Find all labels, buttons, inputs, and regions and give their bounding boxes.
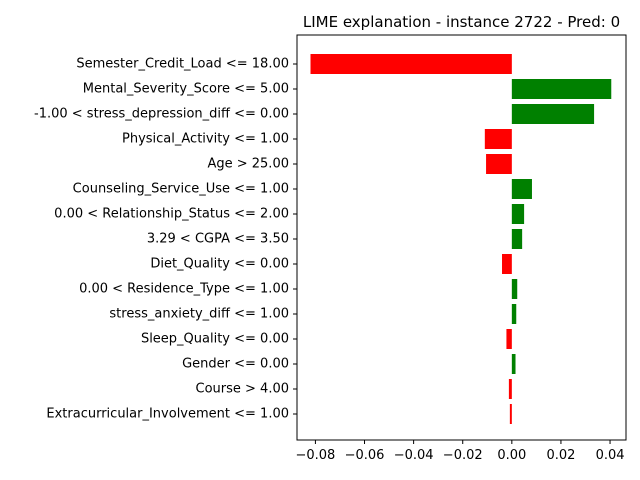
plot-frame <box>296 34 627 441</box>
bar-12 <box>511 354 516 374</box>
bar-5 <box>511 179 532 199</box>
bar-6 <box>511 204 525 224</box>
bar-0 <box>310 54 512 74</box>
bar-13 <box>508 379 512 399</box>
y-tick-label-1: Mental_Severity_Score <= 5.00 <box>83 82 289 97</box>
bar-2 <box>511 104 595 124</box>
bars-layer <box>310 54 612 424</box>
x-tick-label-5: 0.02 <box>546 448 575 463</box>
x-tick-label-6: 0.04 <box>596 448 625 463</box>
y-tick-label-10: stress_anxiety_diff <= 1.00 <box>109 307 289 322</box>
y-tick-label-3: Physical_Activity <= 1.00 <box>122 132 289 147</box>
x-tick-label-4: 0.00 <box>497 448 526 463</box>
bar-4 <box>486 154 512 174</box>
y-tick-label-2: -1.00 < stress_depression_diff <= 0.00 <box>34 107 289 122</box>
y-tick-label-0: Semester_Credit_Load <= 18.00 <box>76 57 289 72</box>
y-tick-label-4: Age > 25.00 <box>207 157 289 172</box>
y-axis-ticks: Semester_Credit_Load <= 18.00 Mental_Seve… <box>34 57 297 422</box>
y-tick-label-7: 3.29 < CGPA <= 3.50 <box>147 232 289 247</box>
x-tick-label-1: −0.06 <box>345 448 385 463</box>
y-tick-label-12: Gender <= 0.00 <box>182 357 289 372</box>
bar-11 <box>506 329 512 349</box>
x-tick-label-2: −0.04 <box>394 448 434 463</box>
bar-3 <box>484 129 512 149</box>
x-axis-ticks: −0.08 −0.06 −0.04 −0.02 0.00 0.02 0.04 <box>295 440 625 463</box>
y-tick-label-8: Diet_Quality <= 0.00 <box>150 257 289 272</box>
chart-title: LIME explanation - instance 2722 - Pred:… <box>303 13 620 31</box>
bar-7 <box>511 229 523 249</box>
y-tick-label-5: Counseling_Service_Use <= 1.00 <box>73 182 289 197</box>
y-tick-label-13: Course > 4.00 <box>196 382 290 397</box>
bar-1 <box>511 79 612 99</box>
bar-10 <box>511 304 517 324</box>
y-tick-label-9: 0.00 < Residence_Type <= 1.00 <box>79 282 289 297</box>
y-tick-label-6: 0.00 < Relationship_Status <= 2.00 <box>54 207 289 222</box>
x-tick-label-3: −0.02 <box>443 448 483 463</box>
bar-8 <box>502 254 512 274</box>
x-tick-label-0: −0.08 <box>295 448 335 463</box>
bar-14 <box>509 404 512 424</box>
y-tick-label-14: Extracurricular_Involvement <= 1.00 <box>46 407 289 422</box>
y-tick-label-11: Sleep_Quality <= 0.00 <box>141 332 289 347</box>
bar-9 <box>511 279 518 299</box>
